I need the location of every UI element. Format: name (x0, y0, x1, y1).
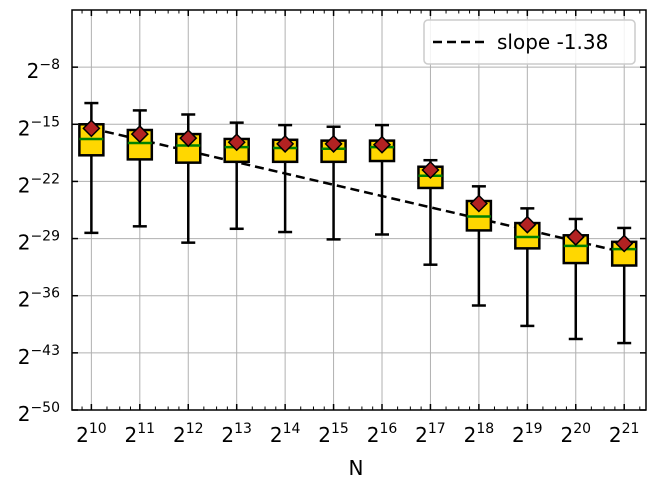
grid (72, 10, 646, 411)
legend: slope -1.38 (423, 19, 636, 65)
y-tick-label-5: 2−43 (18, 343, 60, 369)
box-4 (271, 123, 299, 234)
x-tick-label-8: 218 (464, 421, 495, 447)
fit-line-layer (91, 127, 625, 254)
box-2 (175, 113, 202, 244)
box-1 (126, 109, 154, 228)
mean-marker (276, 134, 295, 153)
mean-marker (82, 119, 101, 138)
box-6 (368, 123, 396, 236)
y-tick-label-4: 2−36 (18, 286, 60, 312)
mean-marker (615, 234, 634, 253)
x-tick-label-4: 214 (270, 421, 301, 447)
x-tick-label-1: 211 (125, 421, 156, 447)
x-tick-label-2: 212 (173, 421, 204, 447)
box-5 (320, 125, 347, 241)
mean-marker (469, 194, 488, 213)
box-3 (223, 121, 250, 231)
x-tick-label-9: 219 (512, 421, 543, 447)
x-tick-label-7: 217 (415, 421, 446, 447)
x-tick-label-0: 210 (76, 421, 107, 447)
tick-labels: 210 211 212 213 214 215 216 217 218 219 220 221 2−8 2… (18, 57, 640, 447)
box-10 (562, 217, 590, 341)
legend-box (423, 19, 636, 65)
plot-frame (71, 9, 647, 411)
x-tick-label-10: 220 (560, 421, 591, 447)
fit-line (91, 127, 625, 254)
box-7 (417, 158, 444, 266)
box-9 (514, 207, 541, 328)
mean-marker (372, 135, 392, 154)
x-tick-label-5: 215 (318, 421, 349, 447)
y-tick-label-1: 2−15 (18, 114, 60, 140)
y-tick-label-2: 2−22 (18, 171, 60, 197)
box-11 (610, 226, 638, 345)
mean-marker (421, 160, 440, 180)
y-tick-label-3: 2−29 (18, 229, 60, 255)
mean-marker (324, 134, 343, 153)
x-axis-label: N (349, 456, 364, 480)
box-layer (78, 101, 638, 345)
x-tick-label-11: 221 (609, 421, 640, 447)
mean-marker (179, 129, 198, 148)
y-tick-label-0: 2−8 (27, 57, 60, 83)
box-0 (78, 101, 105, 235)
y-tick-label-6: 2−50 (18, 400, 60, 426)
mean-marker (566, 227, 585, 246)
x-tick-label-3: 213 (221, 421, 252, 447)
mean-marker (518, 215, 537, 234)
box-8 (465, 185, 493, 307)
legend-entry-fit: slope -1.38 (497, 30, 608, 54)
mean-marker (130, 125, 149, 144)
mean-marker (227, 133, 246, 152)
axes (71, 9, 647, 411)
x-tick-label-6: 216 (367, 421, 398, 447)
